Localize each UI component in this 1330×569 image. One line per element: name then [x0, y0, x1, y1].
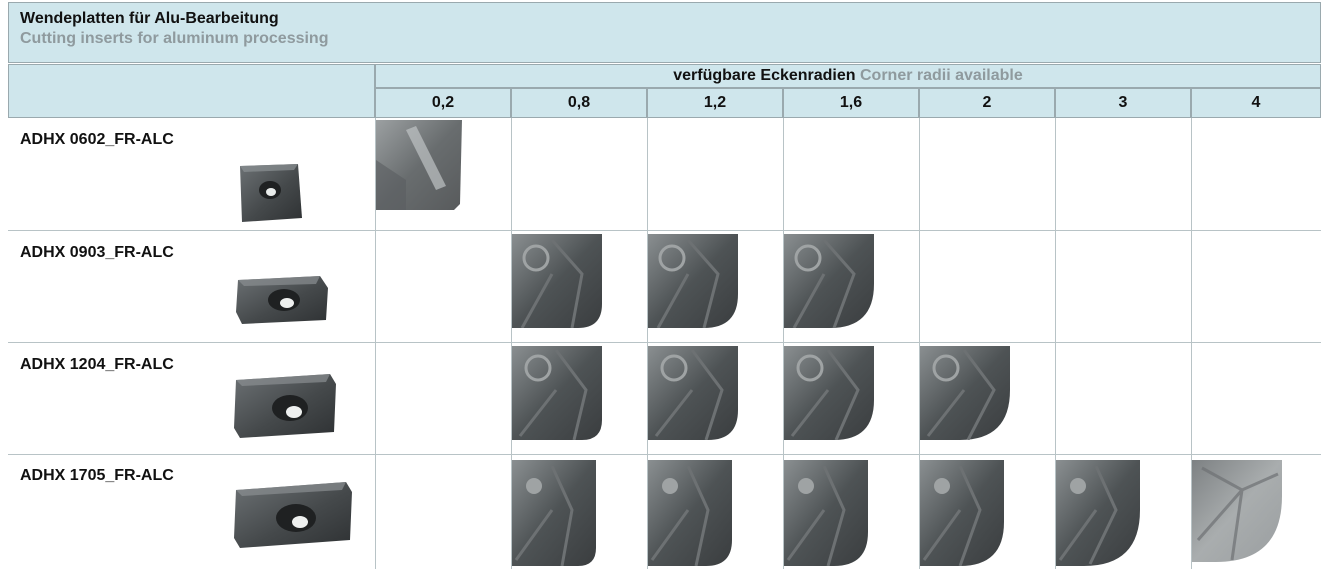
- corner-radius-photo-icon: [920, 460, 1004, 566]
- grid-column-line: [1055, 118, 1056, 569]
- header-empty-cell: [8, 64, 375, 118]
- radius-header-5: 3: [1055, 88, 1191, 118]
- radius-header-0: 0,2: [375, 88, 511, 118]
- grid-column-line: [511, 118, 512, 569]
- grid-row-line: [8, 230, 1321, 231]
- corner-radius-photo-icon: [784, 460, 868, 566]
- grid-column-line: [919, 118, 920, 569]
- corner-radius-photo-icon: [512, 346, 602, 440]
- corner-radius-photo-icon: [920, 346, 1010, 440]
- corner-radius-photo-icon: [784, 346, 874, 440]
- insert-1705-photo-icon: [234, 482, 352, 548]
- grid-column-line: [783, 118, 784, 569]
- grid-column-line: [375, 118, 376, 569]
- corner-radius-photo-icon: [1192, 460, 1282, 562]
- corner-radius-photo-icon: [648, 234, 738, 328]
- insert-type-label: ADHX 0903_FR-ALC: [20, 244, 174, 261]
- corner-radii-header-english: Corner radii available: [860, 67, 1023, 84]
- insert-type-label: ADHX 1204_FR-ALC: [20, 356, 174, 373]
- corner-radius-photo-icon: [784, 234, 874, 328]
- corner-radius-photo-icon: [1056, 460, 1140, 566]
- corner-radius-photo-icon: [512, 234, 602, 328]
- grid-row-line: [8, 342, 1321, 343]
- radius-header-6: 4: [1191, 88, 1321, 118]
- insert-0903-photo-icon: [236, 276, 328, 324]
- corner-radius-photo-icon: [512, 460, 596, 566]
- table-title-german: Wendeplatten für Alu-Bearbeitung: [20, 10, 279, 27]
- radius-header-3: 1,6: [783, 88, 919, 118]
- grid-column-line: [1191, 118, 1192, 569]
- insert-0602-photo-icon: [240, 164, 302, 222]
- radius-header-1: 0,8: [511, 88, 647, 118]
- insert-type-label: ADHX 0602_FR-ALC: [20, 131, 174, 148]
- radius-header-4: 2: [919, 88, 1055, 118]
- grid-column-line: [647, 118, 648, 569]
- corner-radii-header: verfügbare Eckenradien Corner radii avai…: [375, 64, 1321, 88]
- radius-header-2: 1,2: [647, 88, 783, 118]
- corner-radii-header-german: verfügbare Eckenradien: [673, 67, 856, 84]
- corner-radius-photo-icon: [648, 460, 732, 566]
- corner-radius-photo-icon: [648, 346, 738, 440]
- insert-type-label: ADHX 1705_FR-ALC: [20, 467, 174, 484]
- table-title-english: Cutting inserts for aluminum processing: [20, 30, 329, 47]
- corner-radius-photo-icon: [376, 120, 462, 210]
- insert-1204-photo-icon: [234, 374, 336, 438]
- grid-row-line: [8, 454, 1321, 455]
- table-title-band: Wendeplatten für Alu-Bearbeitung Cutting…: [8, 2, 1321, 63]
